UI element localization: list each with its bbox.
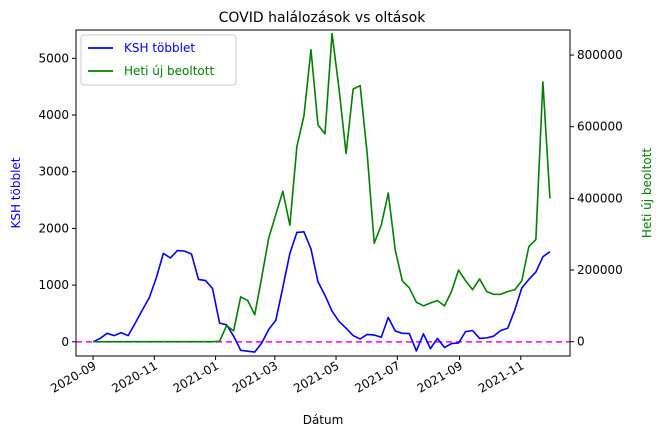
right-tick-label: 200000: [577, 263, 623, 277]
left-tick-label: 2000: [38, 221, 69, 235]
left-tick-label: 4000: [38, 108, 69, 122]
right-tick-label: 600000: [577, 120, 623, 134]
legend-box: [80, 34, 237, 86]
right-axis-title: Heti új beoltott: [640, 148, 654, 238]
left-tick-label: 3000: [38, 165, 69, 179]
legend-label-vaccinated: Heti új beoltott: [124, 64, 214, 78]
legend: KSH többlet Heti új beoltott: [80, 34, 237, 86]
left-axis: 0 1000 2000 3000 4000 5000: [38, 51, 76, 349]
chart-title: COVID halálozások vs oltások: [219, 10, 427, 26]
plot-frame: [75, 29, 571, 357]
left-axis-title: KSH többlet: [9, 157, 23, 228]
series-line-ksh: [92, 231, 551, 353]
right-axis: 0 200000 400000 600000 800000: [570, 48, 623, 349]
left-tick-label: 5000: [38, 51, 69, 65]
series-layer: [92, 32, 551, 353]
right-tick-label: 400000: [577, 191, 623, 205]
legend-label-ksh: KSH többlet: [124, 41, 195, 55]
right-tick-label: 800000: [577, 48, 623, 62]
right-tick-label: 0: [577, 335, 585, 349]
x-axis-title: Dátum: [303, 413, 344, 427]
left-tick-label: 0: [61, 335, 69, 349]
left-tick-label: 1000: [38, 278, 69, 292]
series-line-vaccinated: [93, 32, 551, 343]
